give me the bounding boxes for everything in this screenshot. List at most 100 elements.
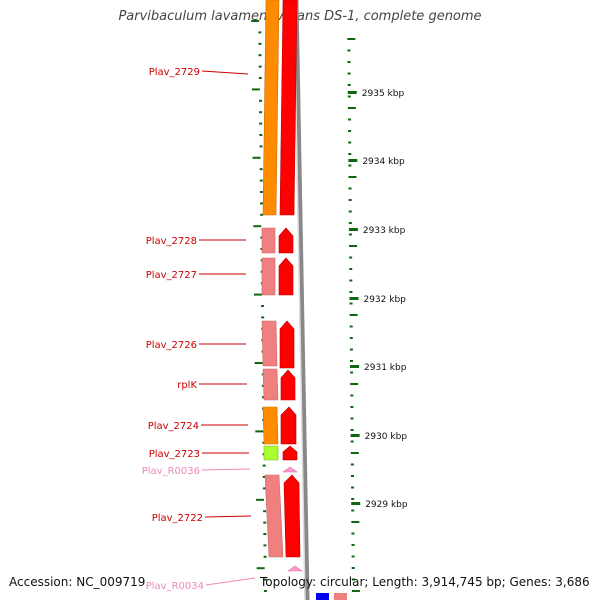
leader-line <box>201 468 251 471</box>
kbp-label: 2932 kbp <box>363 295 406 305</box>
feature-block[interactable] <box>261 320 278 367</box>
gene-label-layer: Plav_2729 Plav_2728 Plav_2727 Plav_2726 rplK… <box>142 67 256 592</box>
tick-mark <box>351 590 360 592</box>
tick-mark <box>350 440 354 443</box>
feature-arrow[interactable] <box>287 565 303 572</box>
feature-arrow[interactable] <box>282 466 298 473</box>
tick-mark <box>258 54 262 57</box>
tick-mark <box>351 532 355 535</box>
gene-label[interactable]: Plav_2726 <box>146 340 197 351</box>
feature-block[interactable] <box>262 0 280 216</box>
kbp-label: 2933 kbp <box>363 226 406 236</box>
tick-mark <box>348 130 352 132</box>
feature-arrow[interactable] <box>278 257 294 296</box>
feature-arrow[interactable] <box>282 445 298 461</box>
tick-mark <box>348 176 357 178</box>
leader-line <box>204 515 252 518</box>
map-title: Parvibaculum lavamentivorans DS-1, compl… <box>118 9 482 24</box>
tick-mark <box>349 302 353 305</box>
tick-mark <box>259 134 263 136</box>
tick-mark <box>253 225 262 228</box>
tick-mark <box>261 396 265 399</box>
tick-mark <box>347 118 351 121</box>
gene-label[interactable]: Plav_R0036 <box>142 466 200 477</box>
gene-label[interactable]: Plav_2729 <box>149 67 200 78</box>
gene-label[interactable]: rplK <box>177 380 197 391</box>
tick-mark <box>260 202 264 205</box>
tick-mark <box>351 555 355 558</box>
tick-mark <box>351 544 355 546</box>
tick-mark <box>260 213 264 216</box>
feature-block[interactable] <box>334 593 347 600</box>
gene-label[interactable]: Plav_2723 <box>149 449 200 460</box>
outer-tick-track <box>347 38 360 592</box>
kbp-label: 2931 kbp <box>364 363 407 373</box>
tick-mark <box>347 61 351 63</box>
tick-mark <box>258 31 262 34</box>
tick-mark <box>350 360 353 362</box>
tick-mark <box>261 305 265 307</box>
feature-arrow[interactable] <box>283 474 301 558</box>
tick-mark <box>263 578 267 581</box>
tick-mark <box>348 153 352 155</box>
feature-block[interactable] <box>316 593 329 600</box>
tick-mark <box>349 348 353 351</box>
kbp-tick <box>351 502 361 505</box>
tick-mark <box>259 168 263 171</box>
feature-arrow[interactable] <box>280 369 296 401</box>
gene-label[interactable]: Plav_2727 <box>146 270 197 281</box>
tick-mark <box>259 191 263 193</box>
kbp-tick <box>347 91 357 94</box>
feature-block[interactable] <box>261 257 276 296</box>
tick-mark <box>258 42 262 45</box>
feature-arrow[interactable] <box>279 320 295 369</box>
tick-mark <box>348 199 352 201</box>
leader-line <box>205 577 256 586</box>
tick-mark <box>348 141 352 144</box>
tick-mark <box>263 521 267 524</box>
tick-mark <box>349 245 358 247</box>
gene-label[interactable]: Plav_2728 <box>146 236 197 247</box>
accession-text: Accession: NC_009719 <box>9 575 146 589</box>
tick-mark <box>254 362 263 364</box>
tick-mark <box>253 293 262 296</box>
tick-mark <box>255 430 264 433</box>
tick-mark <box>263 555 267 558</box>
gene-label[interactable]: Plav_2724 <box>148 421 199 432</box>
gene-label[interactable]: Plav_R0034 <box>146 581 204 592</box>
feature-block[interactable] <box>261 227 276 254</box>
tick-mark <box>349 268 353 270</box>
tick-mark <box>347 38 356 40</box>
kbp-label: 2934 kbp <box>362 157 405 167</box>
tick-mark <box>347 72 351 75</box>
feature-block[interactable] <box>262 368 279 401</box>
feature-arrow[interactable] <box>280 406 297 445</box>
tick-mark <box>351 498 355 500</box>
tick-mark <box>259 122 263 125</box>
kbp-label: 2935 kbp <box>362 89 405 99</box>
tick-mark <box>349 279 353 282</box>
feature-arrow[interactable] <box>278 227 294 254</box>
tick-mark <box>263 533 267 535</box>
tick-mark <box>347 84 351 86</box>
feature-block[interactable] <box>262 406 279 445</box>
tick-mark <box>348 164 352 167</box>
tick-mark <box>258 77 262 79</box>
tick-mark <box>350 417 354 420</box>
tick-mark <box>351 521 360 523</box>
feature-block[interactable] <box>264 474 284 558</box>
gene-label[interactable]: Plav_2722 <box>152 513 203 524</box>
tick-mark <box>349 291 353 293</box>
feature-block[interactable] <box>263 445 279 461</box>
tick-mark <box>350 463 354 466</box>
tick-mark <box>349 314 358 316</box>
kbp-label: 2930 kbp <box>365 432 408 442</box>
kbp-tick <box>350 365 360 368</box>
tick-mark <box>351 567 355 569</box>
feature-arrow[interactable] <box>279 0 298 216</box>
tick-mark <box>262 487 266 490</box>
tick-mark <box>350 452 359 454</box>
kbp-scale: 2935 kbp 2934 kbp 2933 kbp 2932 kbp 2931 kbp… <box>347 89 408 510</box>
tick-mark <box>259 179 263 182</box>
